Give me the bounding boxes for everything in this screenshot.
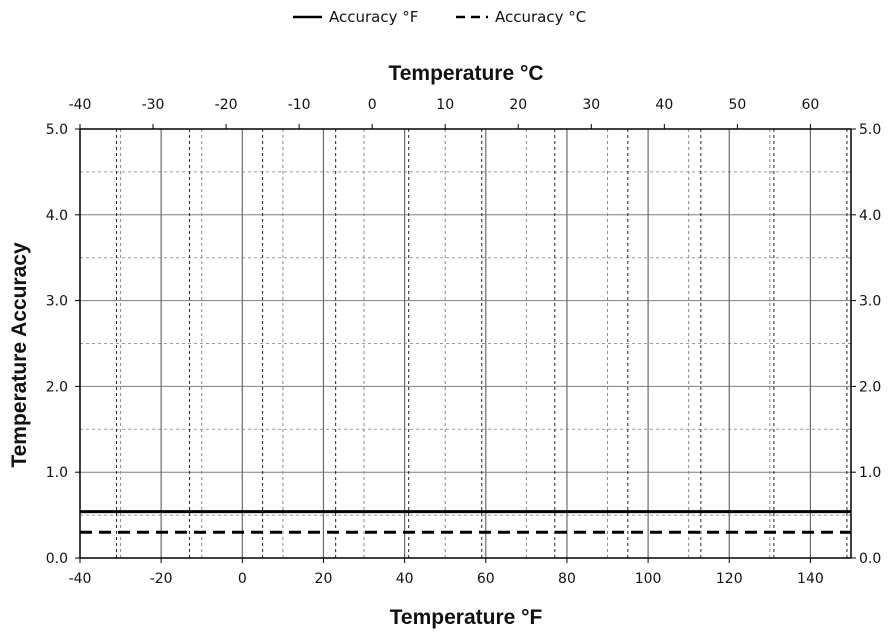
ticks-layer: 0.0 0.01.0 1.02.0 2.03.0 3.04.0 4.05.0 5.0-40-… <box>46 97 882 587</box>
y-tick-label-right: 2.0 <box>859 379 881 395</box>
y-tick-label-left: 2.0 <box>46 379 68 395</box>
x-top-tick-label: 10 <box>436 97 454 113</box>
y-tick-label-right: 0.0 <box>859 551 881 567</box>
axes-layer <box>79 128 852 559</box>
y-tick-label-left: 5.0 <box>46 122 68 138</box>
series-layer <box>80 510 851 534</box>
legend: Accuracy °F Accuracy °C <box>293 8 586 26</box>
y-tick-label-right: 3.0 <box>859 294 881 310</box>
x-bottom-tick-label: 120 <box>716 571 743 587</box>
y-tick-label-right: 1.0 <box>859 465 881 481</box>
x-bottom-tick-label: -40 <box>69 571 92 587</box>
x-bottom-tick-label: 80 <box>558 571 576 587</box>
y-tick-label-right: 4.0 <box>859 208 881 224</box>
y-tick-label-right: 5.0 <box>859 122 881 138</box>
bottom-axis-title: Temperature °F <box>390 606 543 629</box>
x-bottom-tick-label: 0 <box>238 571 247 587</box>
x-bottom-tick-label: 40 <box>396 571 414 587</box>
x-bottom-tick-label: 140 <box>797 571 824 587</box>
x-top-tick-label: -30 <box>142 97 165 113</box>
x-bottom-tick-label: 20 <box>315 571 333 587</box>
x-top-tick-label: 40 <box>655 97 673 113</box>
y-tick-label-left: 3.0 <box>46 294 68 310</box>
x-top-tick-label: 0 <box>368 97 377 113</box>
grid-layer <box>80 129 852 558</box>
x-bottom-tick-label: -20 <box>150 571 173 587</box>
x-bottom-tick-label: 60 <box>477 571 495 587</box>
x-top-tick-label: 20 <box>509 97 527 113</box>
legend-label-accuracy-c: Accuracy °C <box>495 8 586 26</box>
x-top-tick-label: 60 <box>802 97 820 113</box>
x-top-tick-label: -40 <box>69 97 92 113</box>
y-tick-label-left: 0.0 <box>46 551 68 567</box>
x-bottom-tick-label: 100 <box>635 571 662 587</box>
top-axis-title: Temperature °C <box>388 62 543 85</box>
x-top-tick-label: 50 <box>728 97 746 113</box>
legend-label-accuracy-f: Accuracy °F <box>329 8 418 26</box>
y-tick-label-left: 1.0 <box>46 465 68 481</box>
x-top-tick-label: -10 <box>288 97 311 113</box>
x-top-tick-label: -20 <box>215 97 238 113</box>
y-tick-label-left: 4.0 <box>46 208 68 224</box>
y-axis-title: Temperature Accuracy <box>8 242 31 468</box>
x-top-tick-label: 30 <box>582 97 600 113</box>
